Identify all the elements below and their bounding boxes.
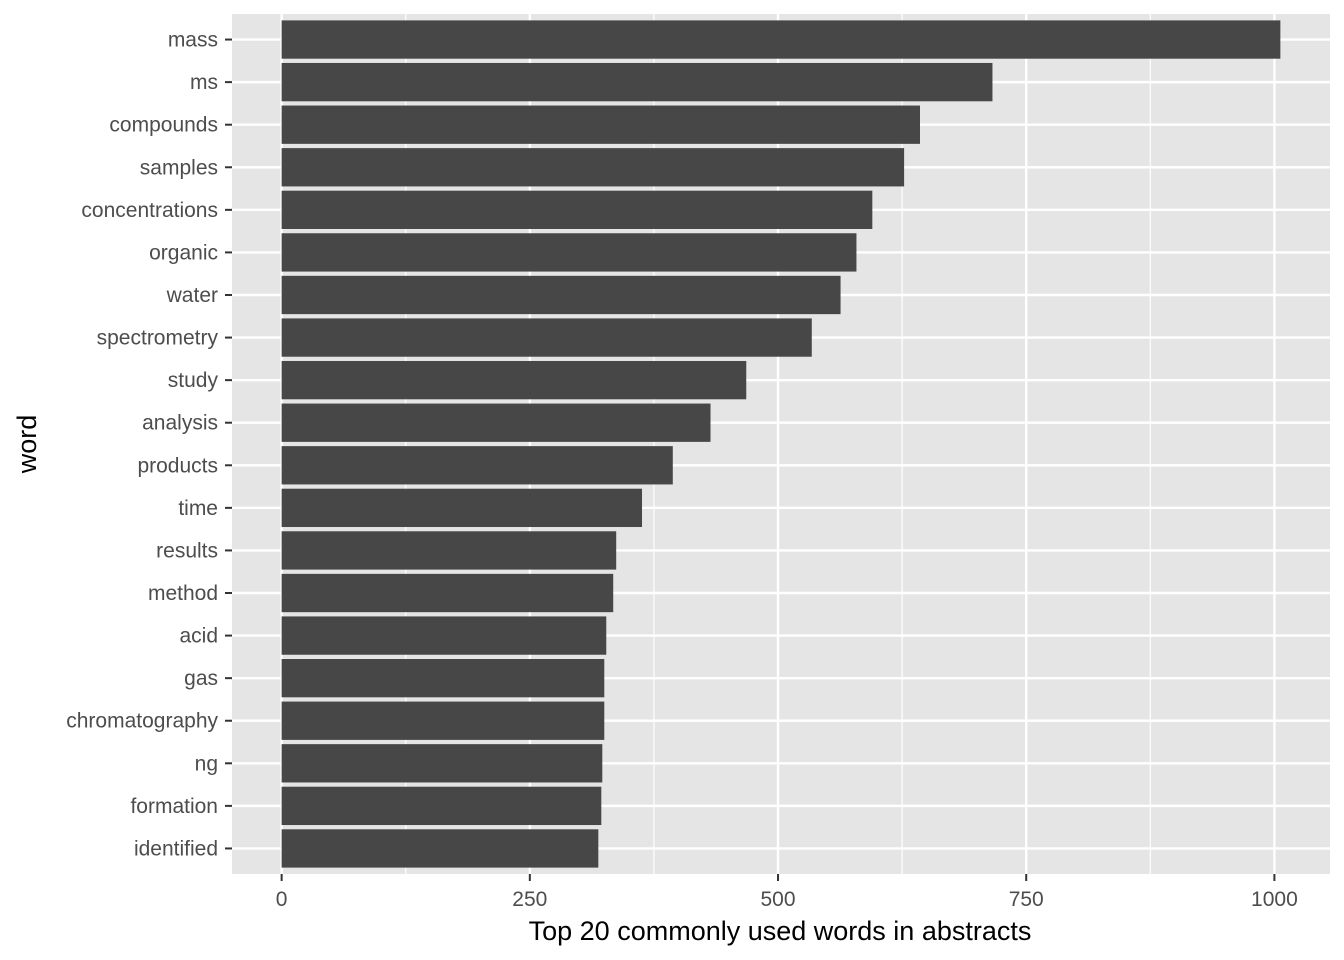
bar-analysis (281, 403, 711, 442)
x-tick-label: 250 (512, 888, 547, 911)
bar-water (281, 275, 841, 315)
bar-identified (281, 829, 599, 868)
y-tick-label: study (168, 369, 219, 392)
bar-study (281, 360, 747, 400)
y-tick-label: time (178, 497, 218, 520)
bar-spectrometry (281, 318, 812, 357)
bar-products (281, 446, 673, 485)
bars (281, 20, 1281, 868)
bar-organic (281, 233, 857, 272)
bar-acid (281, 616, 607, 655)
x-tick-label: 0 (276, 888, 288, 911)
y-tick-label: ms (190, 71, 218, 94)
y-tick-label: ng (195, 752, 218, 775)
x-axis-title: Top 20 commonly used words in abstracts (529, 916, 1032, 946)
x-axis: 0 250 500 750 1000 (276, 874, 1298, 911)
y-tick-label: spectrometry (97, 327, 219, 350)
bar-compounds (281, 105, 920, 144)
y-axis-title: word (12, 415, 42, 475)
y-tick-label: acid (179, 625, 218, 648)
y-tick-label: results (156, 539, 218, 562)
y-tick-label: method (148, 582, 218, 605)
y-tick-label: organic (149, 241, 218, 264)
y-tick-label: mass (168, 29, 218, 52)
y-tick-label: chromatography (66, 710, 218, 733)
bar-mass (281, 20, 1281, 59)
y-tick-label: samples (140, 156, 218, 179)
bar-concentrations (281, 190, 873, 229)
y-tick-label: formation (130, 795, 218, 818)
bar-time (281, 488, 643, 528)
y-tick-label: products (137, 454, 218, 477)
y-tick-label: gas (184, 667, 218, 690)
bar-samples (281, 148, 905, 187)
bar-method (281, 573, 614, 613)
bar-ng (281, 744, 603, 783)
y-tick-label: compounds (109, 114, 218, 137)
x-tick-label: 1000 (1251, 888, 1298, 911)
x-tick-label: 500 (760, 888, 795, 911)
x-tick-label: 750 (1009, 888, 1044, 911)
bar-formation (281, 786, 602, 826)
bar-ms (281, 62, 993, 102)
y-tick-label: analysis (142, 412, 218, 435)
y-tick-label: water (166, 284, 218, 307)
bar-gas (281, 659, 605, 698)
bar-results (281, 531, 617, 570)
y-tick-label: identified (134, 837, 218, 860)
y-axis: mass ms compounds samples concentrations orga… (66, 29, 232, 860)
y-tick-label: concentrations (81, 199, 218, 222)
bar-chromatography (281, 701, 605, 740)
